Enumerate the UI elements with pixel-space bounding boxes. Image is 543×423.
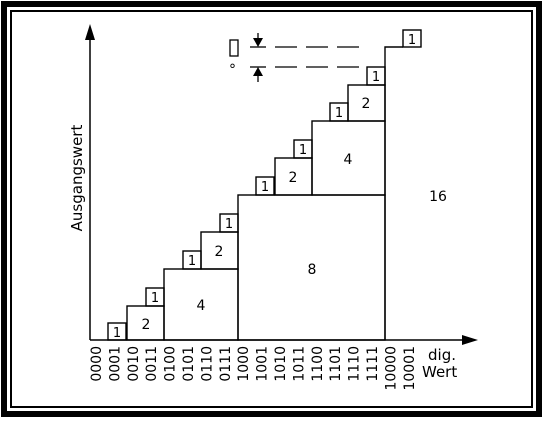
outer-border: [1, 1, 542, 417]
x-tick-label: 1101: [328, 346, 344, 382]
x-tick-label: 0110: [199, 346, 215, 382]
x-tick-label: 10001: [402, 346, 418, 391]
x-axis-label-line2: Wert: [422, 363, 457, 381]
label-4-upper: 4: [344, 152, 353, 168]
x-axis-label-line1: dig.: [428, 346, 456, 364]
block-1-d: [219, 213, 239, 233]
degree-symbol: °: [229, 62, 236, 78]
exclamation-mark: [229, 39, 239, 57]
label-1-a: 1: [113, 326, 121, 341]
y-axis-label: Ausgangswert: [68, 125, 86, 232]
block-group: [107, 29, 422, 341]
label-2-a: 2: [142, 317, 151, 333]
resolution-annotation: ! °: [229, 33, 360, 82]
x-tick-label: 1010: [273, 346, 289, 382]
x-tick-label: 1110: [347, 346, 363, 382]
block-16-edge: [384, 46, 403, 340]
label-1-e: 1: [261, 180, 269, 195]
label-8: 8: [308, 262, 317, 278]
x-tick-label: 0001: [107, 346, 123, 382]
x-tick-label: 0011: [144, 346, 160, 382]
label-1-d: 1: [225, 217, 233, 232]
x-tick-label: 0000: [89, 346, 105, 382]
block-1-c: [182, 250, 202, 270]
x-tick-label: 1100: [310, 346, 326, 382]
y-axis-arrow: [85, 24, 95, 40]
x-tick-labels: 0000 0001 0010 0011 0100 0101 0110 0111 1000 1001…: [89, 346, 418, 391]
x-tick-label: 1001: [255, 346, 271, 382]
block-1-e: [255, 176, 275, 196]
label-1-top: 1: [408, 33, 416, 48]
block-1-b: [145, 287, 165, 307]
x-tick-label: 1000: [236, 346, 252, 382]
block-1-top: [402, 29, 422, 48]
label-1-g: 1: [335, 106, 343, 121]
x-tick-label: 1111: [365, 346, 381, 382]
x-tick-label: 0100: [163, 346, 179, 382]
label-2-c: 2: [289, 170, 298, 186]
block-1-g: [329, 102, 349, 122]
x-tick-label: 10000: [383, 346, 399, 391]
label-2-d: 2: [362, 96, 371, 112]
label-1-c: 1: [188, 254, 196, 269]
block-1-a: [107, 322, 127, 341]
x-tick-label: 0111: [218, 346, 234, 382]
arrow-up-icon: [253, 67, 263, 76]
block-1-f: [293, 139, 313, 159]
x-tick-label: 1011: [291, 346, 307, 382]
label-1-h: 1: [372, 70, 380, 85]
label-2-b: 2: [215, 244, 224, 260]
label-1-f: 1: [299, 143, 307, 158]
arrow-down-icon: [253, 38, 263, 47]
label-16: 16: [429, 189, 447, 205]
label-1-b: 1: [151, 291, 159, 306]
x-tick-label: 0101: [181, 346, 197, 382]
label-4-lower: 4: [197, 298, 206, 314]
x-axis-arrow: [462, 335, 478, 345]
x-tick-label: 0010: [126, 346, 142, 382]
inner-border: [10, 10, 533, 408]
